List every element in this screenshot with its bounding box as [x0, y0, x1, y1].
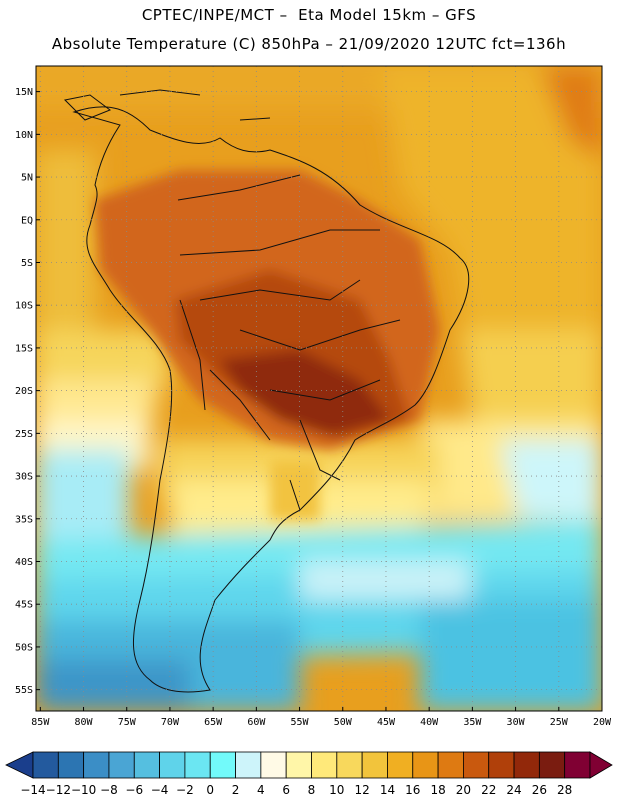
temperature-map: 15N 10N 5N EQ 5S 10S 15S 20S 25S 30S 35S 40S 45S 50S 5…	[15, 65, 612, 728]
lat-tick-label: 10S	[15, 301, 33, 312]
colorbar-label: −8	[100, 783, 118, 797]
colorbar-label: 6	[282, 783, 290, 797]
colorbar-swatch	[564, 751, 591, 779]
lat-tick-label: 55S	[15, 685, 33, 696]
colorbar-label: 2	[232, 783, 240, 797]
colorbar-label: 14	[380, 783, 395, 797]
lat-tick-label: 35S	[15, 514, 33, 525]
colorbar-swatch	[108, 751, 135, 779]
map-subtitle: Absolute Temperature (C) 850hPa – 21/09/…	[51, 35, 567, 53]
colorbar-label: 0	[206, 783, 214, 797]
colorbar-swatch	[184, 751, 211, 779]
colorbar-label: 8	[308, 783, 316, 797]
colorbar-swatch	[361, 751, 388, 779]
lat-tick-label: 25S	[15, 429, 33, 440]
lon-tick-label: 45W	[377, 717, 396, 728]
lat-tick-label: EQ	[21, 215, 33, 226]
colorbar-label: 28	[557, 783, 572, 797]
map-frame	[35, 65, 603, 712]
colorbar-swatch	[311, 751, 338, 779]
lat-tick-label: 50S	[15, 642, 33, 653]
colorbar-swatch	[387, 751, 414, 779]
colorbar-label: 12	[354, 783, 369, 797]
colorbar-swatch	[159, 751, 186, 779]
colorbar-swatch	[336, 751, 363, 779]
lon-tick-label: 65W	[204, 717, 223, 728]
lon-tick-label: 75W	[118, 717, 137, 728]
colorbar-swatch	[57, 751, 85, 779]
colorbar-label: 20	[456, 783, 471, 797]
colorbar-label: 22	[481, 783, 496, 797]
longitude-axis: 85W 80W 75W 70W 65W 60W 55W 50W 45W 40W 35W 30W 25W 2…	[31, 707, 612, 728]
temperature-field	[36, 66, 602, 711]
lat-tick-label: 20S	[15, 386, 33, 397]
colorbar-swatch	[209, 751, 236, 779]
colorbar-swatch	[412, 751, 439, 779]
latitude-axis: 15N 10N 5N EQ 5S 10S 15S 20S 25S 30S 35S 40S 45S 50S 5…	[15, 87, 40, 696]
colorbar-swatch	[133, 751, 160, 779]
lon-tick-label: 30W	[507, 717, 526, 728]
colorbar-swatch	[235, 751, 262, 779]
colorbar-swatch	[285, 751, 312, 779]
color-legend: −14 −12 −10 −8 −6 −4 −2 0 2 4 6 8 10 12 14 16 18 20 22 24 26…	[5, 751, 613, 797]
colorbar-swatch	[32, 751, 59, 779]
lon-tick-label: 25W	[550, 717, 569, 728]
lon-tick-label: 60W	[247, 717, 266, 728]
lat-tick-label: 5S	[21, 258, 33, 269]
lat-tick-label: 30S	[15, 472, 33, 483]
colorbar-label: −4	[151, 783, 169, 797]
lon-tick-label: 55W	[291, 717, 310, 728]
coastlines	[63, 89, 470, 693]
lon-tick-label: 35W	[463, 717, 482, 728]
lat-tick-label: 45S	[15, 600, 33, 611]
lon-tick-label: 50W	[334, 717, 353, 728]
colorbar-swatch	[538, 751, 566, 779]
colorbar-label: 4	[257, 783, 265, 797]
colorbar-min-arrow	[5, 751, 34, 779]
colorbar-label: −6	[125, 783, 143, 797]
colorbar-label: 16	[405, 783, 420, 797]
colorbar-label: −2	[176, 783, 194, 797]
colorbar-label: −12	[46, 783, 71, 797]
colorbar-label: 24	[506, 783, 521, 797]
lon-tick-label: 70W	[161, 717, 180, 728]
colorbar-swatch	[437, 751, 464, 779]
lon-tick-label: 80W	[74, 717, 93, 728]
colorbar-swatch	[488, 751, 515, 779]
colorbar-swatch	[463, 751, 490, 779]
lat-tick-label: 15S	[15, 343, 33, 354]
lat-tick-label: 15N	[15, 87, 33, 98]
lon-tick-label: 85W	[31, 717, 50, 728]
lon-tick-label: 20W	[593, 717, 612, 728]
colorbar-label: 26	[532, 783, 547, 797]
map-title: CPTEC/INPE/MCT – Eta Model 15km – GFS	[141, 6, 477, 24]
colorbar-label: −14	[20, 783, 45, 797]
colorbar-label: −10	[71, 783, 96, 797]
colorbar-label: 10	[329, 783, 344, 797]
colorbar-swatch	[260, 751, 287, 779]
colorbar-swatch	[513, 751, 540, 779]
lat-tick-label: 40S	[15, 557, 33, 568]
colorbar-max-arrow	[589, 751, 613, 779]
lon-tick-label: 40W	[420, 717, 439, 728]
lat-tick-label: 5N	[21, 173, 33, 184]
lat-tick-label: 10N	[15, 130, 33, 141]
colorbar-swatch	[83, 751, 110, 779]
colorbar-label: 18	[430, 783, 445, 797]
